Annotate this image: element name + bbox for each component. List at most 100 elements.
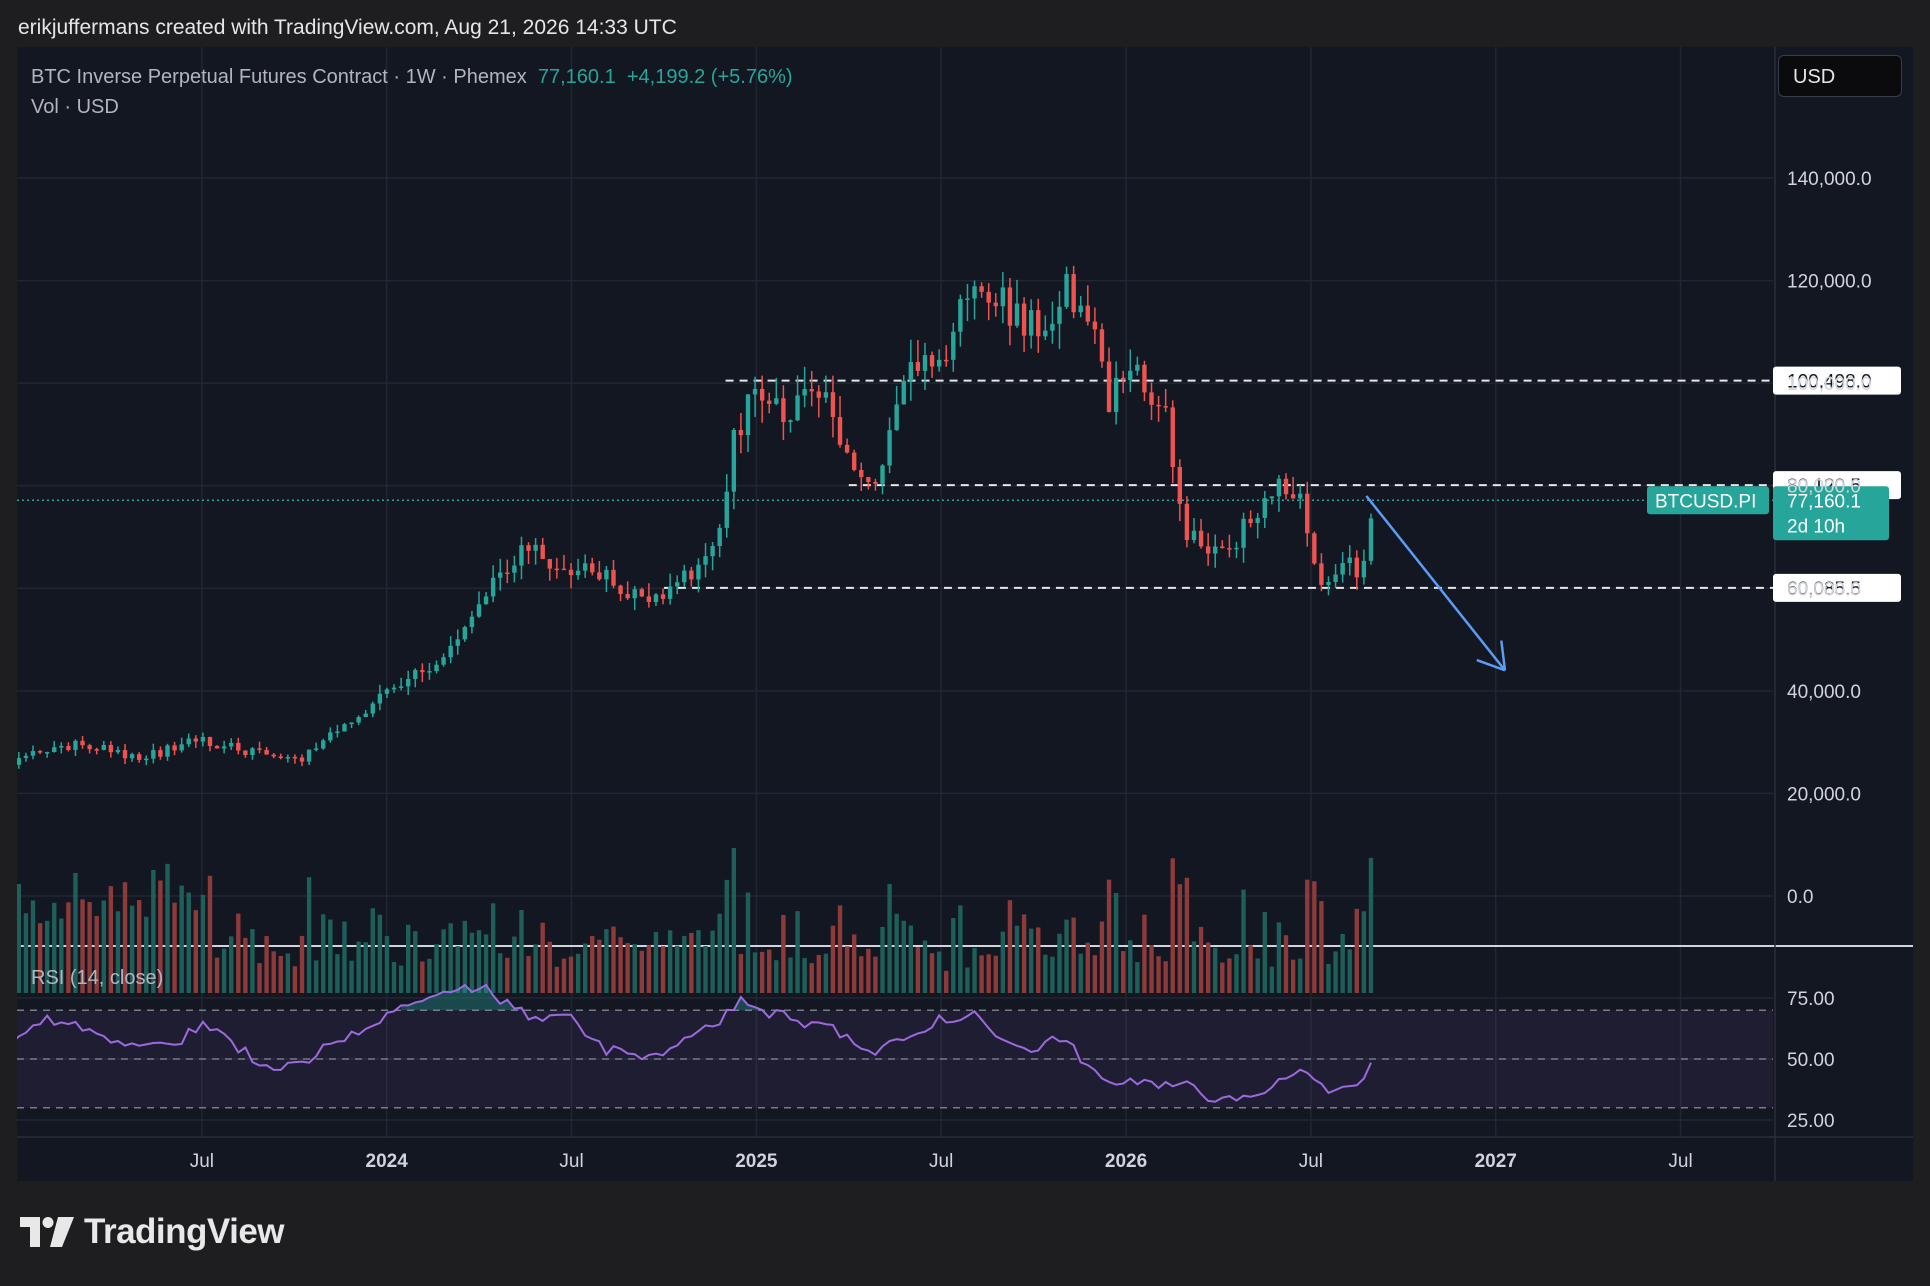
volume-bar	[1326, 963, 1331, 993]
candle-body	[929, 355, 935, 367]
volume-bar	[696, 930, 701, 993]
candle-body	[321, 740, 326, 749]
candle-body	[377, 693, 383, 704]
volume-bar	[1347, 949, 1352, 993]
candle-body	[1113, 377, 1119, 412]
volume-bar	[101, 900, 106, 993]
volume-bar	[788, 957, 793, 993]
volume-bar	[795, 911, 800, 993]
volume-bar	[781, 914, 786, 993]
candle-body	[880, 465, 885, 484]
volume-bar	[1283, 935, 1289, 993]
brand-name: TradingView	[84, 1212, 285, 1251]
volume-bar	[349, 960, 354, 993]
volume-bar	[1135, 962, 1140, 993]
candle-body	[802, 389, 807, 396]
candle-body	[844, 444, 850, 453]
volume-bar	[1368, 857, 1374, 993]
volume-bar	[498, 953, 503, 993]
candle-body	[1262, 498, 1267, 518]
price-tick-label: 100,000.0	[1787, 374, 1872, 395]
candle-body	[575, 570, 581, 576]
candle-body	[52, 747, 57, 753]
candle-body	[526, 545, 531, 551]
candle-body	[901, 380, 906, 405]
volume-bar	[816, 954, 821, 993]
rsi-line	[17, 983, 1372, 1103]
candle-body	[250, 748, 255, 755]
volume-bar	[87, 902, 92, 993]
volume-bar	[1163, 961, 1168, 993]
volume-bar	[391, 962, 397, 993]
volume-bar	[292, 966, 298, 993]
candle-body	[1121, 377, 1126, 381]
candle-body	[788, 420, 793, 423]
chart-canvas[interactable]: 100,498.080,120.560,085.5BTCUSD.PI77,160…	[17, 47, 1913, 1181]
currency-selector[interactable]: USD	[1778, 55, 1902, 97]
volume-bar	[972, 947, 977, 993]
volume-bar	[1007, 900, 1013, 993]
volume-bar	[158, 880, 163, 993]
candle-body	[1213, 546, 1218, 554]
volume-bar	[398, 965, 404, 993]
candle-body	[165, 745, 170, 757]
candle-body	[476, 604, 482, 617]
volume-bar	[1269, 966, 1275, 993]
candle-body	[1135, 364, 1140, 371]
candle-body	[122, 750, 128, 759]
candle-body	[611, 569, 616, 586]
volume-bar	[866, 948, 871, 993]
candle-body	[759, 388, 765, 401]
rsi-legend[interactable]: RSI (14, close)	[31, 967, 164, 989]
volume-bar	[207, 875, 213, 993]
candle-body	[1347, 557, 1352, 564]
candle-body	[993, 302, 998, 307]
volume-bar	[568, 956, 574, 993]
candle-body	[958, 299, 963, 332]
candle-body	[1128, 370, 1133, 381]
candle-body	[136, 754, 142, 760]
candle-body	[540, 544, 545, 560]
volume-bar	[455, 946, 460, 993]
candle-body	[427, 671, 432, 673]
candle-body	[285, 756, 291, 759]
candle-body	[894, 404, 899, 431]
rsi-overbought-fill	[401, 985, 763, 1011]
candle-body	[965, 298, 970, 300]
chart-container[interactable]: 100,498.080,120.560,085.5BTCUSD.PI77,160…	[17, 47, 1913, 1181]
volume-bar	[759, 951, 765, 993]
volume-legend[interactable]: Vol · USD	[31, 96, 119, 118]
candle-body	[922, 355, 928, 371]
tradingview-brand[interactable]: TradingView	[20, 1212, 285, 1252]
candle-body	[1078, 305, 1083, 313]
volume-bar	[774, 960, 779, 993]
candle-body	[115, 750, 121, 753]
volume-bar	[547, 941, 552, 993]
candle-body	[1220, 546, 1225, 549]
volume-bar	[519, 909, 524, 993]
volume-bar	[951, 918, 956, 993]
candle-body	[936, 359, 942, 367]
volume-bar	[1184, 877, 1190, 993]
candle-body	[328, 732, 333, 741]
candle-body	[1177, 467, 1183, 504]
volume-bar	[929, 953, 935, 993]
volume-bar	[1149, 945, 1154, 993]
candle-body	[200, 736, 206, 742]
candle-body	[809, 389, 814, 392]
volume-bar	[554, 966, 560, 993]
symbol-tag: BTCUSD.PI	[1655, 491, 1756, 512]
volume-bar	[172, 902, 177, 993]
volume-bar	[1290, 959, 1296, 993]
volume-bar	[653, 931, 659, 993]
volume-bar	[1255, 958, 1260, 993]
candle-body	[1368, 518, 1374, 561]
rsi-tick-label: 25.00	[1787, 1111, 1835, 1132]
last-price-label: 77,160.1	[1787, 491, 1861, 512]
candle-body	[306, 749, 312, 762]
symbol-legend[interactable]: BTC Inverse Perpetual Futures Contract ·…	[31, 66, 793, 89]
volume-bar	[136, 900, 142, 993]
candle-body	[94, 749, 99, 751]
volume-bar	[313, 960, 319, 993]
candle-body	[752, 388, 758, 395]
